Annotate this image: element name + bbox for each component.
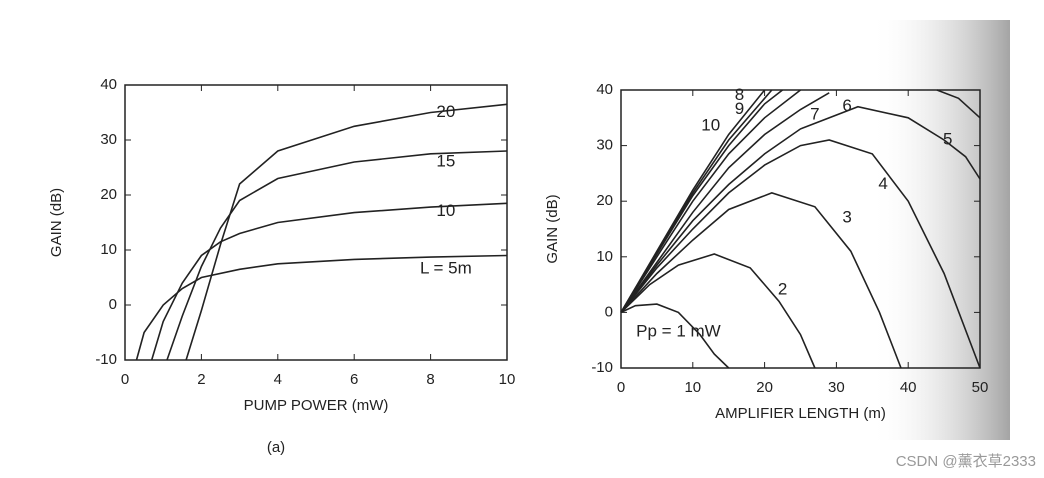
x-axis-label: AMPLIFIER LENGTH (m) xyxy=(715,405,886,422)
y-tick-label: 40 xyxy=(100,76,117,93)
watermark: CSDN @薰衣草2333 xyxy=(896,453,1036,470)
y-tick-label: 10 xyxy=(596,248,613,265)
curve-label: 7 xyxy=(810,105,819,124)
x-tick-label: 10 xyxy=(684,379,701,396)
y-tick-label: -10 xyxy=(591,359,613,376)
y-tick-label: -10 xyxy=(95,351,117,368)
x-tick-label: 8 xyxy=(426,371,434,388)
x-tick-label: 10 xyxy=(499,371,516,388)
y-tick-label: 10 xyxy=(100,241,117,258)
y-tick-label: 30 xyxy=(100,131,117,148)
y-axis-label: GAIN (dB) xyxy=(48,188,65,257)
curve-label: 15 xyxy=(436,151,455,170)
curve-label: 20 xyxy=(436,102,455,121)
y-tick-label: 30 xyxy=(596,137,613,154)
caption: (a) xyxy=(267,439,285,456)
curve-label: L = 5m xyxy=(420,259,472,278)
x-tick-label: 6 xyxy=(350,371,358,388)
y-tick-label: 20 xyxy=(596,192,613,209)
curve-label: Pp = 1 mW xyxy=(636,321,721,340)
curve-label: 9 xyxy=(735,99,744,118)
curve-label: 4 xyxy=(878,174,887,193)
x-tick-label: 20 xyxy=(756,379,773,396)
gain-curve xyxy=(150,202,508,361)
curve-label: 6 xyxy=(842,96,851,115)
curve-label: 10 xyxy=(436,201,455,220)
curve-label: 5 xyxy=(943,130,952,149)
gain-curve xyxy=(166,150,508,361)
x-tick-label: 40 xyxy=(900,379,917,396)
x-tick-label: 2 xyxy=(197,371,205,388)
x-tick-label: 4 xyxy=(274,371,282,388)
x-tick-label: 50 xyxy=(972,379,989,396)
scan-shading xyxy=(870,20,1010,440)
gain-curve xyxy=(620,89,801,313)
curve-label: 8 xyxy=(735,85,744,104)
gain-curve xyxy=(620,253,816,369)
gain-curve xyxy=(620,105,981,313)
gain-curve xyxy=(620,192,902,369)
y-tick-label: 0 xyxy=(109,296,117,313)
y-axis-label: GAIN (dB) xyxy=(544,194,561,263)
y-tick-label: 40 xyxy=(596,81,613,98)
curve-label: 2 xyxy=(778,280,787,299)
y-tick-label: 20 xyxy=(100,186,117,203)
x-tick-label: 0 xyxy=(121,371,129,388)
gain-curve xyxy=(620,89,766,313)
y-tick-label: 0 xyxy=(605,303,613,320)
x-axis-label: PUMP POWER (mW) xyxy=(244,397,389,414)
curve-label: 3 xyxy=(842,207,851,226)
gain-curve xyxy=(620,303,730,369)
gain-curve xyxy=(185,103,508,361)
gain-curve xyxy=(620,89,981,313)
x-tick-label: 30 xyxy=(828,379,845,396)
curve-label: 10 xyxy=(701,116,720,135)
plot-frame xyxy=(124,84,508,361)
gain-curve xyxy=(620,139,981,369)
x-tick-label: 0 xyxy=(617,379,625,396)
gain-curve xyxy=(135,254,508,361)
